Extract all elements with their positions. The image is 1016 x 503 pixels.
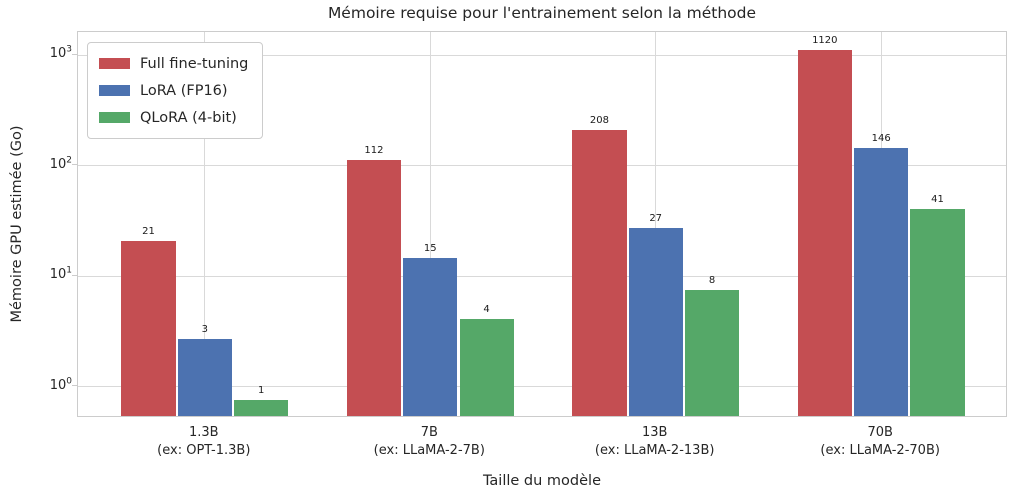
legend-item-qlora-4-bit: QLoRA (4-bit) [99,104,248,131]
legend-swatch-full-fine-tuning [99,58,130,69]
bar-value-label: 4 [483,304,490,316]
plot-area: 21 112 208 1120 3 15 27 146 1 4 8 41 Full fine-tuni… [77,31,1007,417]
bar-qlora-4-bit-70b [910,208,965,416]
bar-value-label: 1 [258,385,265,397]
bar-value-label: 21 [142,225,155,237]
bar-qlora-4-bit-1-3b [234,400,289,416]
chart-title: Mémoire requise pour l'entrainement selo… [327,4,757,22]
gridline-horizontal [78,386,1006,388]
y-tick-mark [72,53,77,55]
x-tick-label-70b: 70B (ex: LLaMA-2-70B) [820,425,940,458]
bar-full-fine-tuning-13b [572,130,627,416]
bar-value-label: 112 [364,145,384,157]
bar-lora-fp16-70b [854,147,909,416]
bar-lora-fp16-1-3b [177,338,232,416]
gridline-vertical [204,32,206,416]
y-tick-label: 101 [49,265,72,283]
x-tick-label-1-3b: 1.3B (ex: OPT-1.3B) [157,425,251,458]
bar-value-label: 3 [201,323,208,335]
legend-swatch-lora-fp16 [99,85,130,96]
y-tick-label: 100 [49,376,72,393]
bar-qlora-4-bit-7b [459,319,514,416]
legend-item-full-fine-tuning: Full fine-tuning [99,50,248,77]
y-tick-label: 102 [49,155,72,172]
legend-label: QLoRA (4-bit) [140,109,237,126]
bar-value-label: 1120 [812,34,838,46]
x-tick-label-13b: 13B (ex: LLaMA-2-13B) [594,425,715,458]
gridline-vertical [429,32,431,416]
y-axis-label: Mémoire GPU estimée (Go) [9,125,25,323]
legend-label: Full fine-tuning [140,55,249,72]
y-tick-mark [72,274,77,276]
bar-value-label: 208 [589,115,609,127]
x-axis-label: Taille du modèle [482,473,602,489]
legend-item-lora-fp16: LoRA (FP16) [99,77,248,104]
gridline-horizontal [78,275,1006,277]
bar-lora-fp16-13b [628,228,683,416]
gridline-horizontal [78,165,1006,166]
bar-value-label: 146 [871,132,891,144]
gridline-vertical [655,32,657,416]
x-tick-label-7b: 7B (ex: LLaMA-2-7B) [373,425,485,458]
bar-full-fine-tuning-1-3b [121,240,176,416]
gridline-horizontal [78,54,1006,56]
legend: Full fine-tuning LoRA (FP16) QLoRA (4-bit) [87,42,264,139]
legend-label: LoRA (FP16) [140,82,228,99]
bar-full-fine-tuning-70b [797,49,852,416]
bar-full-fine-tuning-7b [346,160,402,416]
bar-lora-fp16-7b [403,258,458,416]
bar-value-label: 8 [708,274,716,286]
y-tick-mark [72,385,77,387]
bar-value-label: 27 [649,213,663,225]
bar-value-label: 41 [931,193,944,205]
y-tick-label: 103 [49,44,72,61]
bar-value-label: 15 [423,243,437,254]
bar-qlora-4-bit-13b [684,289,740,416]
y-tick-mark [72,164,77,165]
legend-swatch-qlora-4-bit [99,112,130,123]
